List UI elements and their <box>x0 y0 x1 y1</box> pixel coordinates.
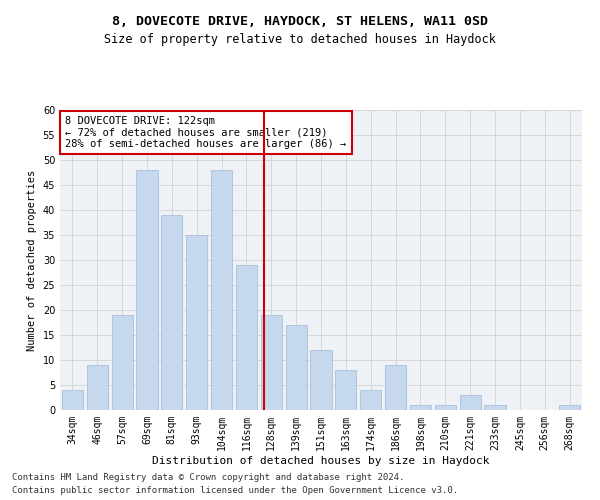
Text: Size of property relative to detached houses in Haydock: Size of property relative to detached ho… <box>104 32 496 46</box>
X-axis label: Distribution of detached houses by size in Haydock: Distribution of detached houses by size … <box>152 456 490 466</box>
Bar <box>385 365 406 410</box>
Bar <box>261 315 282 410</box>
Bar <box>136 170 158 410</box>
Bar <box>460 395 481 410</box>
Bar <box>360 390 381 410</box>
Bar <box>112 315 133 410</box>
Bar <box>186 235 207 410</box>
Bar <box>435 405 456 410</box>
Bar <box>559 405 580 410</box>
Bar <box>335 370 356 410</box>
Bar <box>87 365 108 410</box>
Bar <box>286 325 307 410</box>
Bar <box>211 170 232 410</box>
Text: 8 DOVECOTE DRIVE: 122sqm
← 72% of detached houses are smaller (219)
28% of semi-: 8 DOVECOTE DRIVE: 122sqm ← 72% of detach… <box>65 116 346 149</box>
Bar <box>161 215 182 410</box>
Text: 8, DOVECOTE DRIVE, HAYDOCK, ST HELENS, WA11 0SD: 8, DOVECOTE DRIVE, HAYDOCK, ST HELENS, W… <box>112 15 488 28</box>
Text: Contains public sector information licensed under the Open Government Licence v3: Contains public sector information licen… <box>12 486 458 495</box>
Bar <box>310 350 332 410</box>
Bar <box>410 405 431 410</box>
Text: Contains HM Land Registry data © Crown copyright and database right 2024.: Contains HM Land Registry data © Crown c… <box>12 474 404 482</box>
Y-axis label: Number of detached properties: Number of detached properties <box>27 170 37 350</box>
Bar <box>62 390 83 410</box>
Bar <box>484 405 506 410</box>
Bar <box>236 265 257 410</box>
